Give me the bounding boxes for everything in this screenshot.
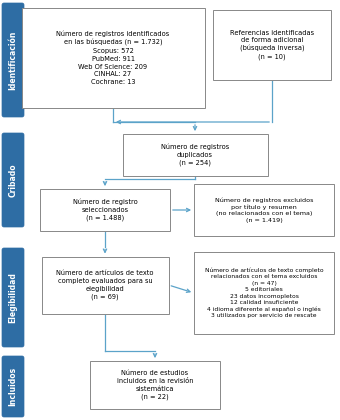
FancyBboxPatch shape bbox=[2, 3, 24, 117]
Bar bbox=[122, 134, 268, 176]
FancyBboxPatch shape bbox=[2, 248, 24, 347]
Text: Elegibilidad: Elegibilidad bbox=[8, 272, 17, 323]
Text: Número de artículos de texto
completo evaluados para su
elegibilidad
(n = 69): Número de artículos de texto completo ev… bbox=[56, 270, 154, 300]
Text: Número de registros excluidos
por título y resumen
(no relacionados con el tema): Número de registros excluidos por título… bbox=[215, 197, 313, 223]
Bar bbox=[21, 8, 204, 108]
Text: Número de estudios
incluidos en la revisión
sistemática
(n = 22): Número de estudios incluidos en la revis… bbox=[117, 370, 193, 400]
Text: Cribado: Cribado bbox=[8, 163, 17, 197]
Text: Número de artículos de texto completo
relacionados con el tema excluidos
(n = 47: Número de artículos de texto completo re… bbox=[205, 268, 323, 318]
Bar bbox=[194, 252, 334, 334]
Text: Número de registros identificados
en las búsquedas (n = 1.732)
Scopus: 572
PubMe: Número de registros identificados en las… bbox=[56, 31, 170, 85]
Text: Número de registros
duplicados
(n = 254): Número de registros duplicados (n = 254) bbox=[161, 144, 229, 166]
FancyBboxPatch shape bbox=[2, 356, 24, 417]
FancyBboxPatch shape bbox=[2, 133, 24, 227]
Text: Incluidos: Incluidos bbox=[8, 367, 17, 406]
Bar bbox=[90, 361, 220, 409]
Text: Número de registro
seleccionados
(n = 1.488): Número de registro seleccionados (n = 1.… bbox=[73, 199, 137, 221]
Bar bbox=[213, 10, 331, 80]
Bar bbox=[41, 257, 169, 313]
Bar bbox=[194, 184, 334, 236]
Text: Referencias identificadas
de forma adicional
(búsqueda inversa)
(n = 10): Referencias identificadas de forma adici… bbox=[230, 29, 314, 60]
Bar bbox=[40, 189, 170, 231]
Text: Identificación: Identificación bbox=[8, 30, 17, 90]
